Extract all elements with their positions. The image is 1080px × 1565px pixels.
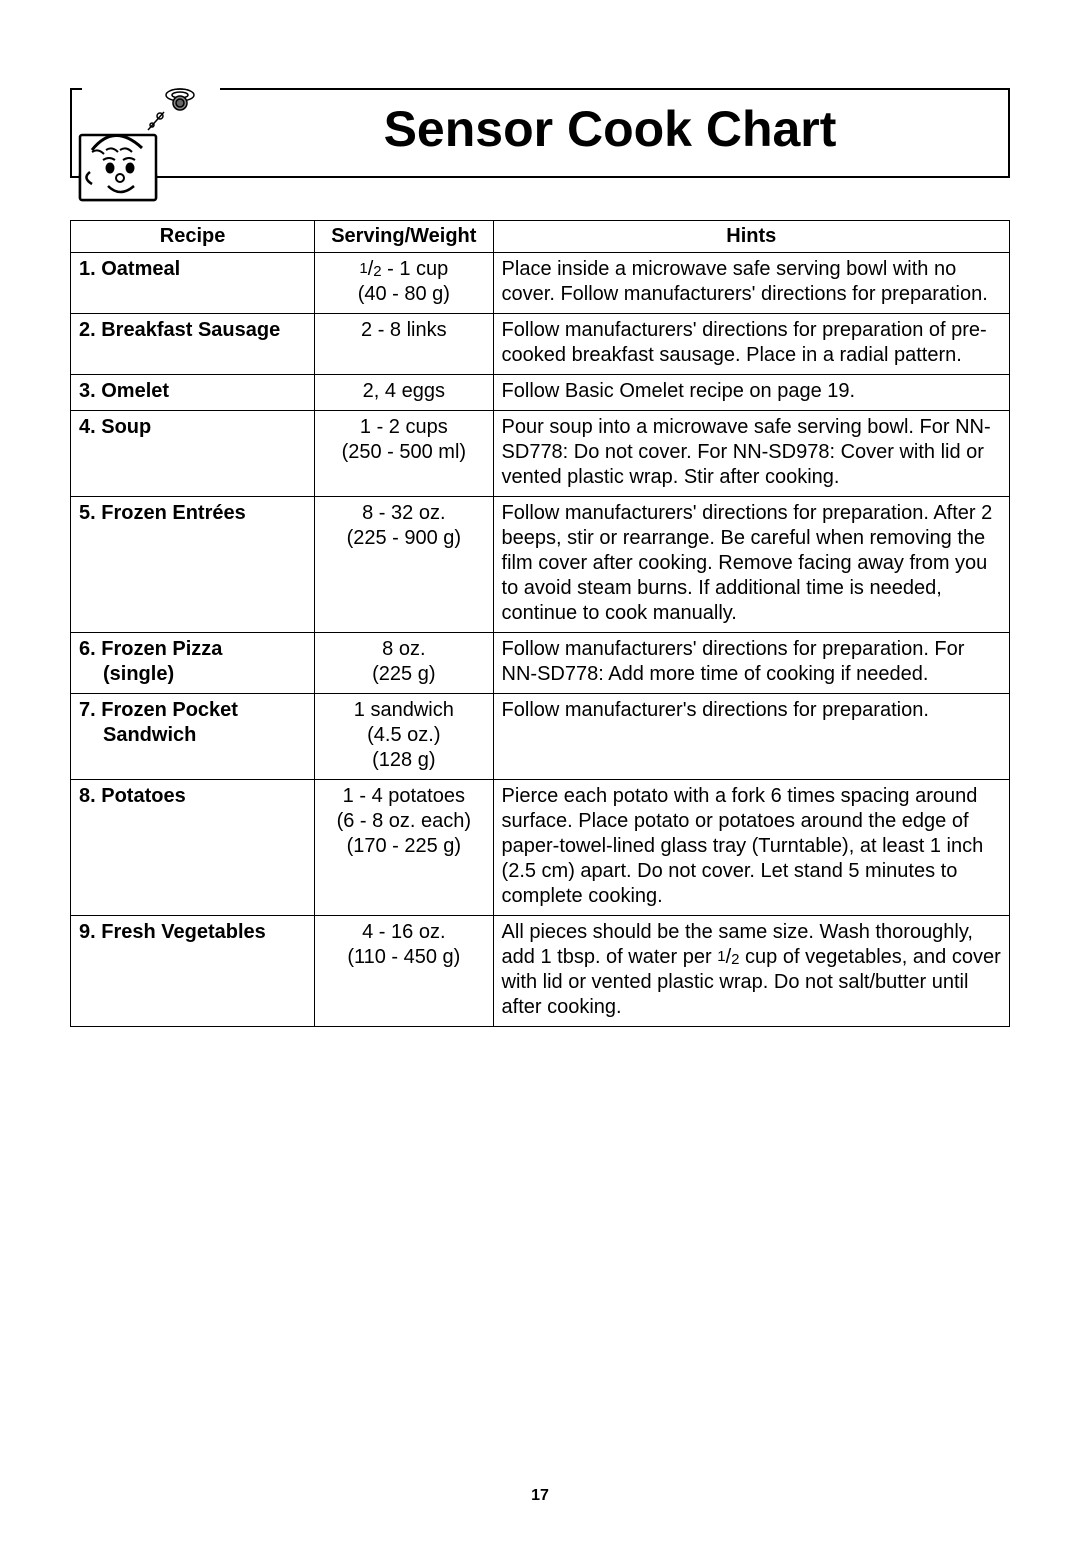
hints-cell: Follow manufacturer's directions for pre… [493, 694, 1009, 780]
serving-text: (225 - 900 g) [323, 526, 484, 551]
table-row: 4. Soup 1 - 2 cups (250 - 500 ml) Pour s… [71, 411, 1010, 497]
serving-text: 1 sandwich [323, 698, 484, 723]
page-title: Sensor Cook Chart [230, 100, 990, 158]
serving-text: (110 - 450 g) [323, 945, 484, 970]
hints-cell: Place inside a microwave safe serving bo… [493, 253, 1009, 314]
serving-text: 1 - 4 potatoes [323, 784, 484, 809]
hints-cell: Follow manufacturers' directions for pre… [493, 497, 1009, 633]
hints-cell: All pieces should be the same size. Wash… [493, 916, 1009, 1027]
col-recipe: Recipe [71, 221, 315, 253]
recipe-subtext: Sandwich [79, 723, 306, 748]
recipe-cell: 9. Fresh Vegetables [71, 916, 315, 1027]
recipe-cell: 7. Frozen Pocket Sandwich [71, 694, 315, 780]
serving-text: 8 - 32 oz. [323, 501, 484, 526]
table-row: 9. Fresh Vegetables 4 - 16 oz. (110 - 45… [71, 916, 1010, 1027]
serving-cell: 8 - 32 oz. (225 - 900 g) [315, 497, 493, 633]
recipe-cell: 1. Oatmeal [71, 253, 315, 314]
serving-text: 8 oz. [323, 637, 484, 662]
recipe-cell: 4. Soup [71, 411, 315, 497]
serving-text: (6 - 8 oz. each) [323, 809, 484, 834]
hints-cell: Follow manufacturers' directions for pre… [493, 314, 1009, 375]
serving-text: (225 g) [323, 662, 484, 687]
serving-text: (40 - 80 g) [323, 282, 484, 307]
serving-cell: 1/2 - 1 cup (40 - 80 g) [315, 253, 493, 314]
table-row: 5. Frozen Entrées 8 - 32 oz. (225 - 900 … [71, 497, 1010, 633]
table-row: 6. Frozen Pizza (single) 8 oz. (225 g) F… [71, 633, 1010, 694]
recipe-text: 6. Frozen Pizza [79, 638, 222, 660]
recipe-cell: 5. Frozen Entrées [71, 497, 315, 633]
serving-cell: 2, 4 eggs [315, 375, 493, 411]
serving-text: 2, 4 eggs [323, 379, 484, 404]
table-row: 2. Breakfast Sausage 2 - 8 links Follow … [71, 314, 1010, 375]
recipe-cell: 6. Frozen Pizza (single) [71, 633, 315, 694]
page-number: 17 [70, 1487, 1010, 1505]
serving-cell: 2 - 8 links [315, 314, 493, 375]
recipe-subtext: (single) [79, 662, 306, 687]
serving-cell: 8 oz. (225 g) [315, 633, 493, 694]
serving-text: - 1 cup [382, 258, 449, 280]
hints-cell: Follow Basic Omelet recipe on page 19. [493, 375, 1009, 411]
serving-cell: 4 - 16 oz. (110 - 450 g) [315, 916, 493, 1027]
serving-text: (250 - 500 ml) [323, 440, 484, 465]
serving-text: (128 g) [323, 748, 484, 773]
serving-cell: 1 - 4 potatoes (6 - 8 oz. each) (170 - 2… [315, 780, 493, 916]
chef-icon-overlay [70, 80, 210, 210]
col-hints: Hints [493, 221, 1009, 253]
recipe-cell: 3. Omelet [71, 375, 315, 411]
hints-cell: Follow manufacturers' directions for pre… [493, 633, 1009, 694]
table-row: 3. Omelet 2, 4 eggs Follow Basic Omelet … [71, 375, 1010, 411]
serving-text: 1 - 2 cups [323, 415, 484, 440]
serving-text: (170 - 225 g) [323, 834, 484, 859]
hints-cell: Pierce each potato with a fork 6 times s… [493, 780, 1009, 916]
recipe-cell: 2. Breakfast Sausage [71, 314, 315, 375]
hints-cell: Pour soup into a microwave safe serving … [493, 411, 1009, 497]
table-row: 7. Frozen Pocket Sandwich 1 sandwich (4.… [71, 694, 1010, 780]
col-serving: Serving/Weight [315, 221, 493, 253]
recipe-cell: 8. Potatoes [71, 780, 315, 916]
recipe-text: 7. Frozen Pocket [79, 699, 238, 721]
cook-chart-table: Recipe Serving/Weight Hints 1. Oatmeal 1… [70, 220, 1010, 1027]
table-header-row: Recipe Serving/Weight Hints [71, 221, 1010, 253]
serving-cell: 1 sandwich (4.5 oz.) (128 g) [315, 694, 493, 780]
serving-text: (4.5 oz.) [323, 723, 484, 748]
table-row: 1. Oatmeal 1/2 - 1 cup (40 - 80 g) Place… [71, 253, 1010, 314]
serving-text: 4 - 16 oz. [323, 920, 484, 945]
page: Sensor Cook Chart [0, 0, 1080, 1565]
serving-cell: 1 - 2 cups (250 - 500 ml) [315, 411, 493, 497]
rule-bottom [70, 176, 1010, 178]
table-row: 8. Potatoes 1 - 4 potatoes (6 - 8 oz. ea… [71, 780, 1010, 916]
header: Sensor Cook Chart [70, 80, 1010, 210]
serving-text: 2 - 8 links [323, 318, 484, 343]
